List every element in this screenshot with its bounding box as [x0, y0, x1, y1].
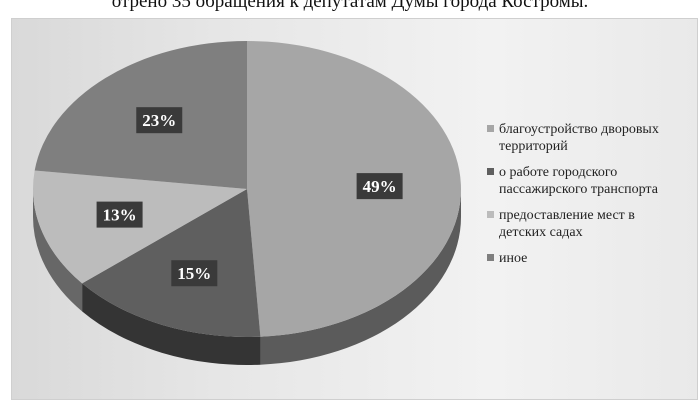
- pie-side-walls: [32, 189, 461, 365]
- legend-label: территорий: [499, 139, 568, 154]
- legend-item-2: предоставление мест в детских садах: [485, 207, 697, 241]
- legend-label: пассажирского транспорта: [499, 182, 658, 197]
- data-label-1: 15%: [177, 264, 211, 283]
- data-label-box-1: [171, 260, 218, 287]
- pie-chart: 49% 15% 13% 23%: [32, 41, 461, 365]
- data-label-2: 13%: [103, 206, 137, 225]
- pie-slice-0: [247, 41, 461, 337]
- legend-item-1: о работе городского пассажирского трансп…: [485, 164, 697, 198]
- legend-label: о работе городского: [499, 165, 618, 180]
- data-label-box-3: [136, 107, 183, 134]
- legend-label: детских садах: [499, 225, 583, 240]
- legend-swatch-0: [487, 125, 494, 132]
- pie-slice-1: [82, 189, 261, 337]
- legend-item-3: иное: [485, 250, 697, 267]
- legend-label: иное: [499, 251, 528, 266]
- caption-text: отрено 35 обращения к депутатам Думы гор…: [111, 0, 589, 12]
- data-label-3: 23%: [142, 111, 176, 130]
- legend: благоустройство дворовых территорий о ра…: [485, 121, 697, 276]
- legend-swatch-3: [487, 254, 494, 261]
- pie-slice-side-0: [260, 189, 461, 365]
- pie-slice-side-1: [82, 283, 261, 365]
- legend-label: благоустройство дворовых: [499, 122, 659, 137]
- data-label-box-2: [96, 201, 143, 228]
- legend-swatch-1: [487, 168, 494, 175]
- data-labels: 49% 15% 13% 23%: [96, 107, 403, 287]
- data-label-0: 49%: [363, 177, 397, 196]
- pie-slice-side-2: [32, 189, 83, 312]
- legend-swatch-2: [487, 211, 494, 218]
- data-label-box-0: [356, 173, 403, 200]
- chart-area: 49% 15% 13% 23% благоустройство дворовых те…: [11, 18, 698, 400]
- legend-label: предоставление мест в: [499, 208, 635, 223]
- legend-item-0: благоустройство дворовых территорий: [485, 121, 697, 155]
